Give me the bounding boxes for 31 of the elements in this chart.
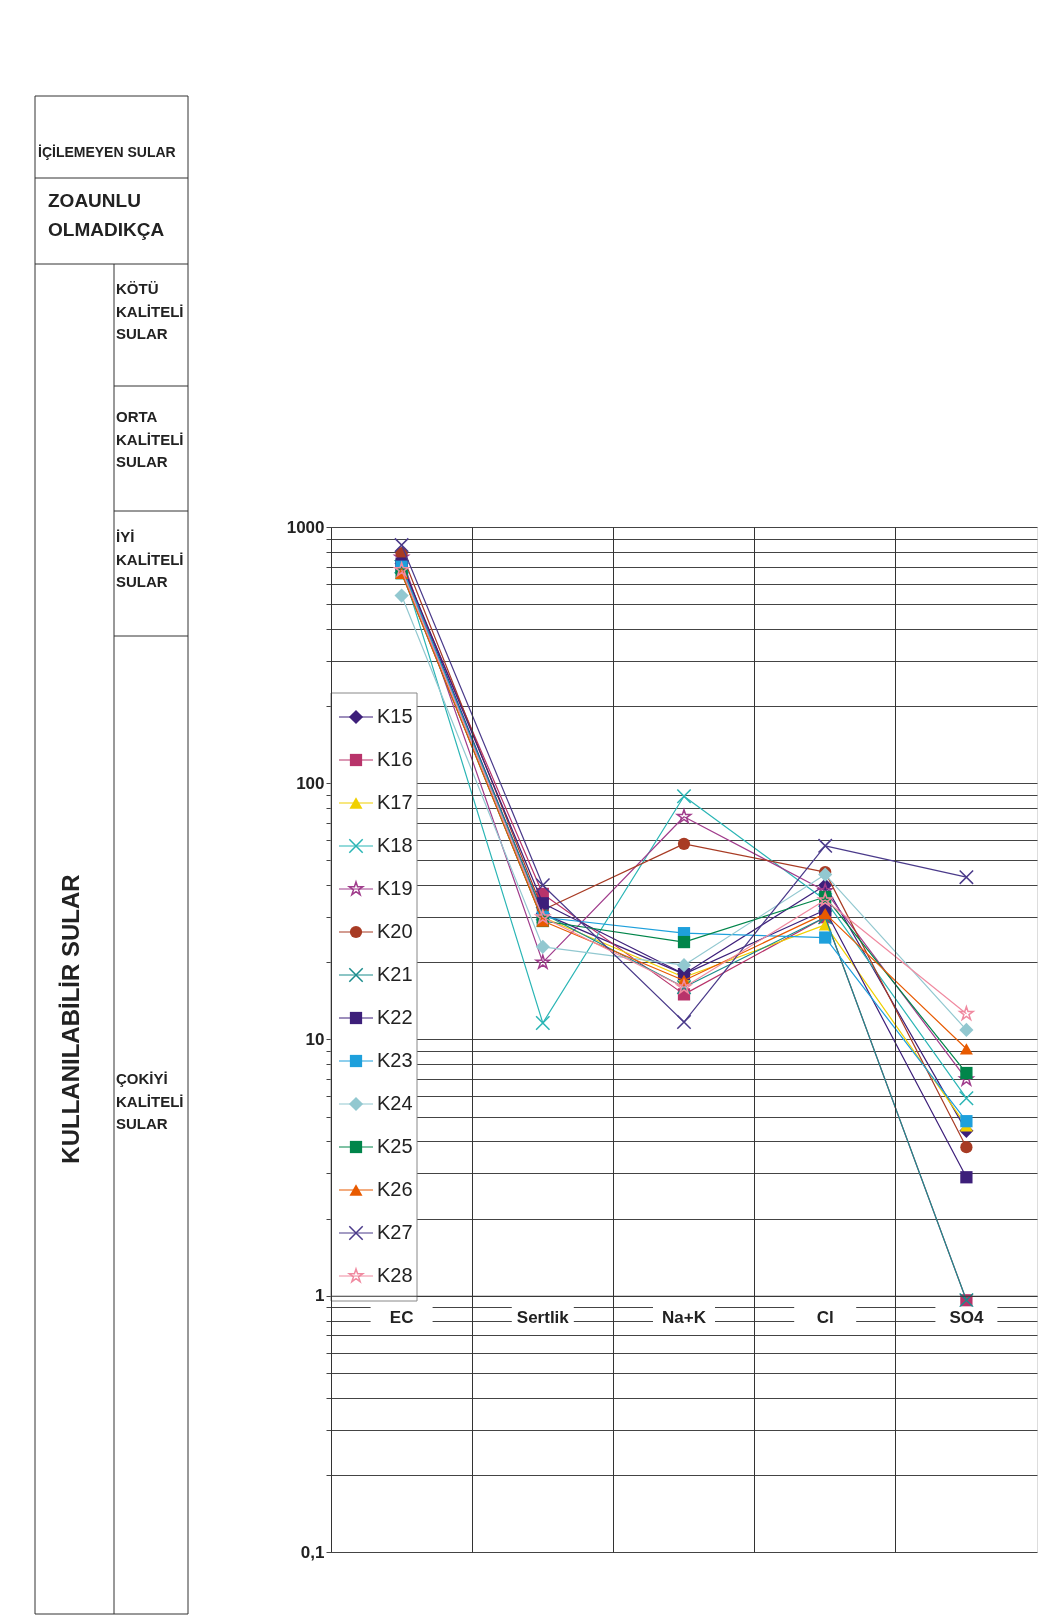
legend-label: K23 (377, 1049, 413, 1071)
x-tick-label: Na+K (662, 1308, 707, 1328)
legend-label: K22 (377, 1006, 413, 1028)
text: KULLANILABİLİR SULAR (57, 874, 84, 1164)
text: KÖTÜ KALİTELİ SULAR (116, 280, 184, 342)
legend-label: K27 (377, 1221, 413, 1243)
legend-label: K20 (377, 920, 413, 942)
legend-label: K25 (377, 1135, 413, 1157)
y-tick-label: 1 (315, 1286, 325, 1306)
x-tick-label: EC (389, 1308, 414, 1328)
legend-label: K28 (377, 1264, 413, 1286)
y-tick-label: 100 (296, 773, 325, 793)
legend-label: K15 (377, 705, 413, 727)
y-tick-label: 1000 (286, 517, 325, 537)
legend-label: K24 (377, 1092, 413, 1114)
y-tick-label: 0,1 (300, 1542, 325, 1562)
text: İYİ KALİTELİ SULAR (116, 528, 184, 590)
legend-label: K21 (377, 963, 413, 985)
x-tick-label: Cl (816, 1308, 834, 1328)
legend-label: K17 (377, 791, 413, 813)
text: ORTA KALİTELİ SULAR (116, 408, 184, 470)
text: ÇOKİYİ KALİTELİ SULAR (116, 1070, 184, 1132)
legend-label: K19 (377, 877, 413, 899)
legend-label: K18 (377, 834, 413, 856)
legend-label: K26 (377, 1178, 413, 1200)
legend-label: K16 (377, 748, 413, 770)
y-tick-label: 10 (305, 1030, 325, 1049)
x-tick-label: Sertlik (516, 1308, 570, 1328)
text: İÇİLEMEYEN SULAR (38, 144, 176, 160)
x-tick-label: SO4 (949, 1308, 984, 1328)
text: ZOAUNLU OLMADIKÇA (48, 190, 165, 240)
